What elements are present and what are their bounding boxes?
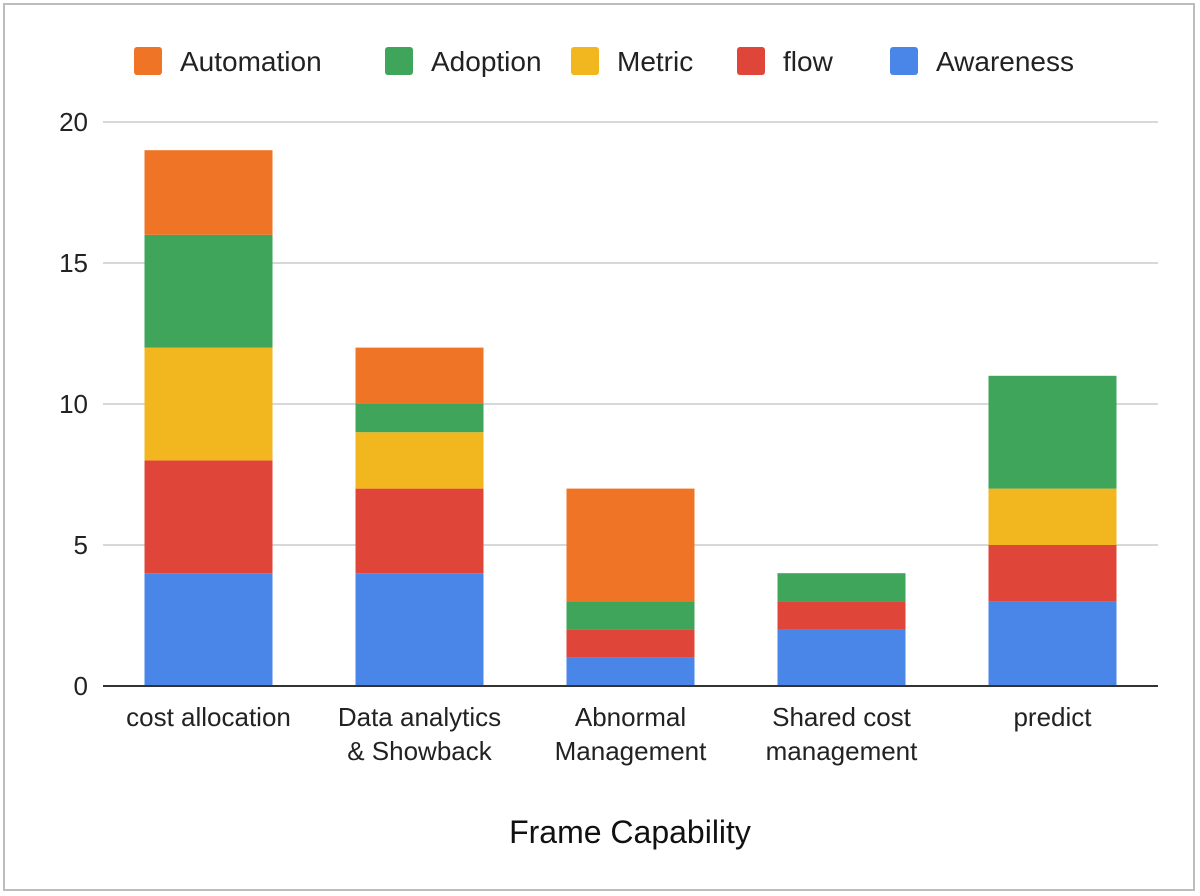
legend-swatch bbox=[385, 47, 413, 75]
bar-segment bbox=[144, 347, 273, 461]
x-axis-ticks: cost allocation Data analytics & Showback A… bbox=[126, 702, 1092, 766]
legend-item: Metric bbox=[571, 46, 693, 77]
bar-segment bbox=[566, 488, 695, 602]
legend-label: Metric bbox=[617, 46, 693, 77]
legend-swatch bbox=[571, 47, 599, 75]
bar-segment bbox=[355, 404, 484, 433]
legend-label: Automation bbox=[180, 46, 322, 77]
y-tick-label: 0 bbox=[74, 671, 88, 701]
x-axis-title: Frame Capability bbox=[509, 814, 751, 850]
bar-segment bbox=[355, 488, 484, 574]
bar-segment bbox=[777, 629, 906, 686]
x-tick-label: predict bbox=[1013, 702, 1092, 732]
y-tick-label: 5 bbox=[74, 530, 88, 560]
legend-label: Adoption bbox=[431, 46, 542, 77]
bar-segment bbox=[988, 545, 1117, 602]
bar-segment bbox=[566, 657, 695, 686]
legend: Automation Adoption Metric flow Awareness bbox=[134, 46, 1074, 77]
y-tick-label: 15 bbox=[59, 248, 88, 278]
legend-swatch bbox=[890, 47, 918, 75]
legend-item: Adoption bbox=[385, 46, 542, 77]
x-tick-label: Abnormal Management bbox=[555, 702, 708, 766]
bar-segment bbox=[988, 601, 1117, 686]
y-tick-label: 20 bbox=[59, 107, 88, 137]
bar-segment bbox=[988, 488, 1117, 545]
legend-swatch bbox=[134, 47, 162, 75]
y-axis-ticks: 0 5 10 15 20 bbox=[59, 107, 88, 701]
y-tick-label: 10 bbox=[59, 389, 88, 419]
bar-segment bbox=[988, 375, 1117, 489]
bar-segment bbox=[144, 573, 273, 686]
bar-segment bbox=[144, 460, 273, 574]
bar-segment bbox=[355, 432, 484, 489]
bar-segment bbox=[777, 601, 906, 630]
bar-segment bbox=[355, 573, 484, 686]
legend-item: Awareness bbox=[890, 46, 1074, 77]
legend-label: Awareness bbox=[936, 46, 1074, 77]
bar-segment bbox=[566, 629, 695, 658]
legend-item: flow bbox=[737, 46, 834, 77]
x-tick-label: cost allocation bbox=[126, 702, 291, 732]
bar-segment bbox=[777, 573, 906, 602]
legend-label: flow bbox=[783, 46, 834, 77]
x-tick-label: Shared cost management bbox=[766, 702, 919, 766]
bar-segment bbox=[566, 601, 695, 630]
bar-segment bbox=[144, 150, 273, 235]
legend-item: Automation bbox=[134, 46, 322, 77]
x-tick-label: Data analytics & Showback bbox=[338, 702, 501, 766]
bar-segment bbox=[144, 234, 273, 348]
bars bbox=[144, 150, 1117, 686]
legend-swatch bbox=[737, 47, 765, 75]
bar-segment bbox=[355, 347, 484, 404]
